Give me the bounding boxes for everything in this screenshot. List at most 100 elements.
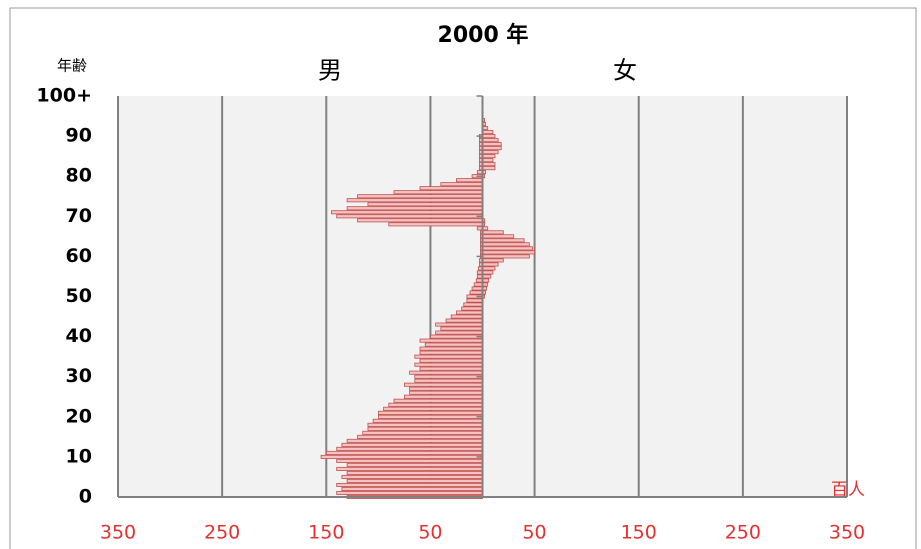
bar [466, 298, 483, 303]
bar [357, 434, 483, 439]
y-tick-label: 70 [66, 205, 92, 227]
bar [377, 414, 483, 419]
bar [482, 162, 496, 167]
bar [435, 322, 483, 327]
bar [388, 402, 483, 407]
bar [362, 430, 483, 435]
y-tick-label: 60 [66, 245, 92, 267]
bar [482, 234, 515, 239]
bar [482, 254, 530, 259]
bar [409, 386, 483, 391]
bar [367, 426, 483, 431]
bar [482, 250, 535, 255]
bar [482, 258, 504, 263]
bar [403, 382, 483, 387]
bar [440, 182, 483, 187]
bar [482, 158, 494, 163]
bar [346, 478, 483, 483]
bar [357, 194, 483, 199]
bar [482, 266, 496, 271]
bar [414, 354, 483, 359]
y-tick-label: 10 [66, 445, 92, 467]
bar [482, 238, 525, 243]
bar [482, 262, 499, 267]
bar [482, 242, 530, 247]
y-tick-label: 0 [79, 486, 92, 508]
bar [414, 362, 483, 367]
bar [336, 214, 483, 219]
bar [456, 178, 483, 183]
bar [482, 142, 502, 147]
x-tick-label: 250 [725, 522, 761, 544]
bar [346, 198, 483, 203]
bar [346, 462, 483, 467]
bar [414, 378, 483, 383]
bar [346, 438, 483, 443]
bar [336, 490, 483, 495]
legend-male: 男 [318, 57, 342, 85]
bar [482, 154, 496, 159]
bar [424, 342, 483, 347]
legend-female: 女 [613, 57, 637, 85]
y-tick-label: 30 [66, 365, 92, 387]
bar [367, 422, 483, 427]
bar [419, 186, 483, 191]
bar [482, 150, 499, 155]
bar [346, 206, 483, 211]
bar [372, 418, 483, 423]
bar [419, 346, 483, 351]
bar [440, 326, 483, 331]
y-tick-label: 40 [66, 325, 92, 347]
bar [357, 218, 483, 223]
bar [393, 190, 483, 195]
bar [336, 446, 483, 451]
bar [482, 130, 494, 135]
bar [469, 290, 483, 295]
bar [471, 286, 483, 291]
chart-title: 2000 年 [438, 22, 529, 48]
bar [482, 146, 502, 151]
y-tick-label: 100+ [36, 85, 92, 107]
bar [419, 338, 483, 343]
x-tick-label: 350 [100, 522, 136, 544]
bar [463, 302, 483, 307]
bar [325, 450, 483, 455]
bar [482, 274, 492, 279]
bar [419, 350, 483, 355]
bar [482, 230, 504, 235]
x-tick-label: 250 [204, 522, 240, 544]
bar [341, 442, 483, 447]
x-tick-label: 50 [418, 522, 442, 544]
bar [336, 482, 483, 487]
bar [320, 454, 483, 459]
bar [336, 458, 483, 463]
y-tick-label: 20 [66, 405, 92, 427]
bar [419, 366, 483, 371]
bar [482, 166, 496, 171]
x-tick-label: 50 [522, 522, 546, 544]
bar [482, 138, 499, 143]
bar [435, 330, 483, 335]
bar [403, 394, 483, 399]
bar [456, 310, 483, 315]
bar [393, 398, 483, 403]
bar [409, 370, 483, 375]
bar [377, 410, 483, 415]
bar [409, 390, 483, 395]
bar [445, 318, 483, 323]
bar [419, 358, 483, 363]
bar [461, 306, 483, 311]
bar [482, 246, 533, 251]
y-tick-label: 50 [66, 285, 92, 307]
bar [331, 210, 483, 215]
bar [341, 474, 483, 479]
y-tick-label: 80 [66, 165, 92, 187]
bar [450, 314, 483, 319]
bar [482, 270, 494, 275]
bar [383, 406, 483, 411]
y-tick-label: 90 [66, 125, 92, 147]
bar [414, 374, 483, 379]
x-tick-label: 150 [308, 522, 344, 544]
bar [367, 202, 483, 207]
